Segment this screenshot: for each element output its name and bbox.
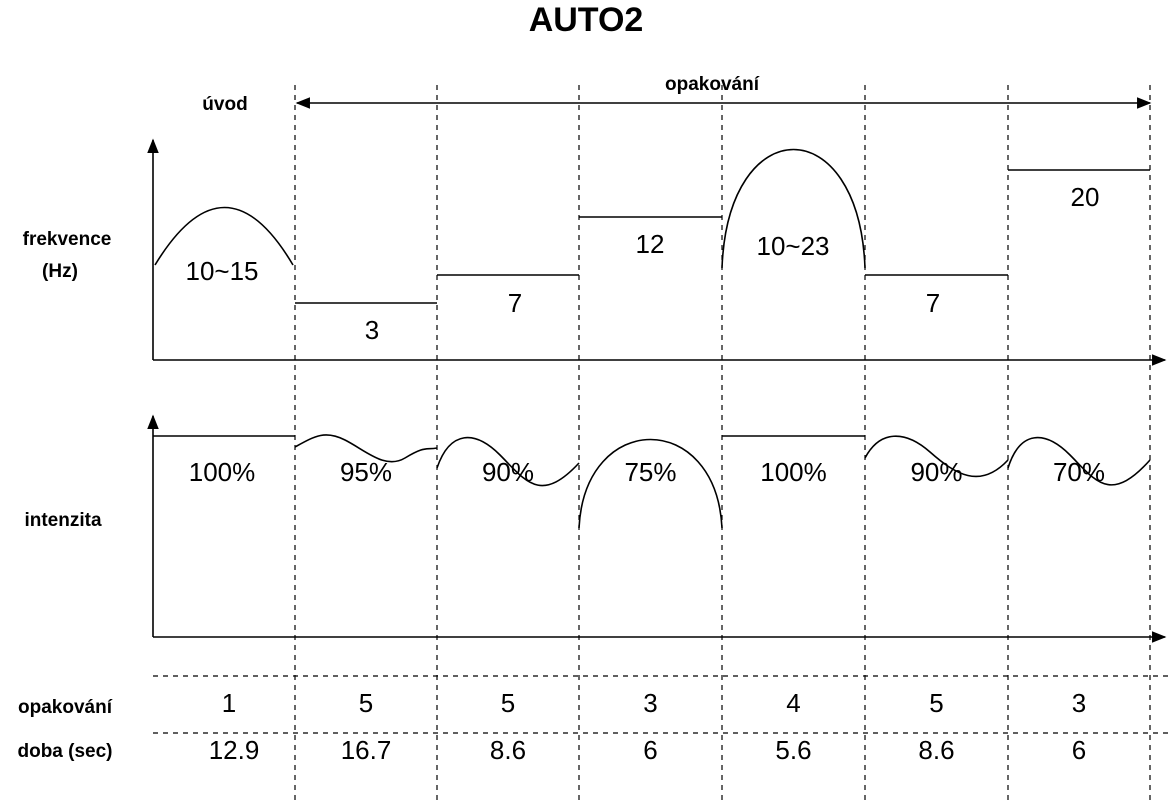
duration-value: 8.6 — [918, 735, 954, 765]
intensity-value: 75% — [624, 457, 676, 487]
frequency-value: 7 — [508, 288, 522, 318]
intensity-curve — [864, 435, 1009, 478]
frequency-value: 3 — [365, 315, 379, 345]
row-label: doba (sec) — [17, 741, 112, 762]
frequency-value: 12 — [636, 229, 665, 259]
duration-value: 6 — [643, 735, 657, 765]
intensity-curve — [1007, 436, 1151, 486]
repetitions-value: 1 — [222, 688, 236, 718]
title: AUTO2 — [529, 1, 644, 39]
repetitions-value: 4 — [786, 688, 800, 718]
repetitions-value: 5 — [501, 688, 515, 718]
intensity-value: 90% — [910, 457, 962, 487]
frequency-curve — [154, 206, 294, 266]
intensity-curve — [578, 438, 723, 529]
repetitions-value: 3 — [643, 688, 657, 718]
repetitions-value: 5 — [929, 688, 943, 718]
intensity-curve — [294, 434, 438, 463]
frequency-curve — [721, 148, 866, 269]
duration-value: 6 — [1072, 735, 1086, 765]
frequency-value: 20 — [1071, 182, 1100, 212]
repetitions-value: 3 — [1072, 688, 1086, 718]
intensity-value: 70% — [1053, 457, 1105, 487]
repeat-label: opakování — [665, 74, 760, 95]
row-label: (Hz) — [42, 261, 78, 282]
intensity-value: 100% — [760, 457, 827, 487]
intro-label: úvod — [202, 94, 247, 115]
duration-value: 12.9 — [209, 735, 260, 765]
frequency-value: 10~15 — [185, 256, 258, 286]
row-label: frekvence — [23, 229, 112, 250]
row-label: intenzita — [24, 510, 101, 531]
frequency-value: 10~23 — [756, 231, 829, 261]
duration-value: 16.7 — [341, 735, 392, 765]
intensity-value: 95% — [340, 457, 392, 487]
intensity-value: 90% — [482, 457, 534, 487]
duration-value: 5.6 — [775, 735, 811, 765]
repetitions-value: 5 — [359, 688, 373, 718]
duration-value: 8.6 — [490, 735, 526, 765]
intensity-curve — [436, 436, 580, 487]
intensity-value: 100% — [189, 457, 256, 487]
row-label: opakování — [18, 697, 113, 718]
frequency-value: 7 — [926, 288, 940, 318]
